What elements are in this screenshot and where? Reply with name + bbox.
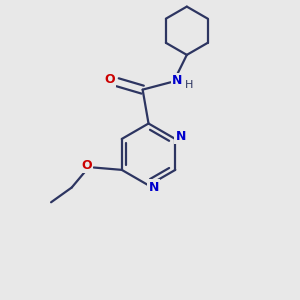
Text: N: N bbox=[176, 130, 186, 143]
Text: N: N bbox=[172, 74, 182, 87]
Text: N: N bbox=[148, 181, 159, 194]
Text: O: O bbox=[81, 159, 92, 172]
Text: O: O bbox=[104, 73, 115, 86]
Text: H: H bbox=[185, 80, 193, 90]
